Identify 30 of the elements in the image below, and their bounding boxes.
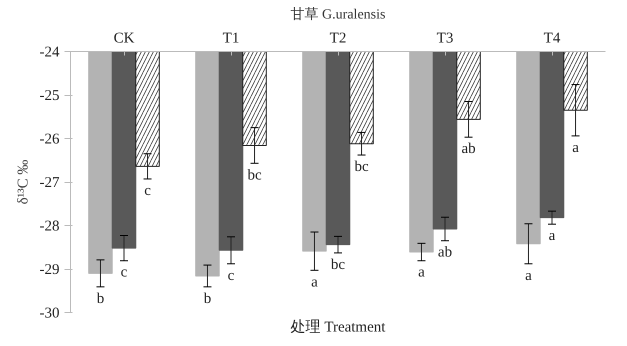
y-axis-title: δ¹³C ‰ [16,160,32,204]
y-tick-label: -26 [40,132,60,148]
data-label: c [144,182,152,199]
chart-title: 甘草 G.uralensis [290,6,386,22]
y-tick-label: -25 [40,88,60,104]
y-tick-label: -27 [40,175,60,191]
data-label: ab [461,141,476,158]
data-label: a [418,264,426,281]
data-label: a [548,228,556,244]
x-tick-label: T2 [330,30,346,46]
x-tick-label: T4 [544,30,561,46]
data-label: bc [247,167,262,184]
x-axis-title: 处理 Treatment [290,318,386,336]
data-label: c [228,268,235,284]
data-label: a [572,140,580,156]
data-label: b [204,290,212,307]
data-label: a [525,268,532,284]
x-tick-label: T1 [222,30,240,46]
y-tick-label: -29 [40,262,60,278]
y-tick-label: -24 [40,44,60,60]
data-label: bc [354,159,369,176]
data-label: ab [438,244,452,261]
data-label: c [120,264,128,281]
data-label: a [311,274,318,290]
y-tick-label: -30 [40,306,60,322]
y-tick-label: -28 [40,218,60,234]
x-tick-label: CK [114,30,135,46]
data-label: bc [330,256,346,273]
x-tick-label: T3 [436,30,454,46]
data-label: b [96,290,104,307]
